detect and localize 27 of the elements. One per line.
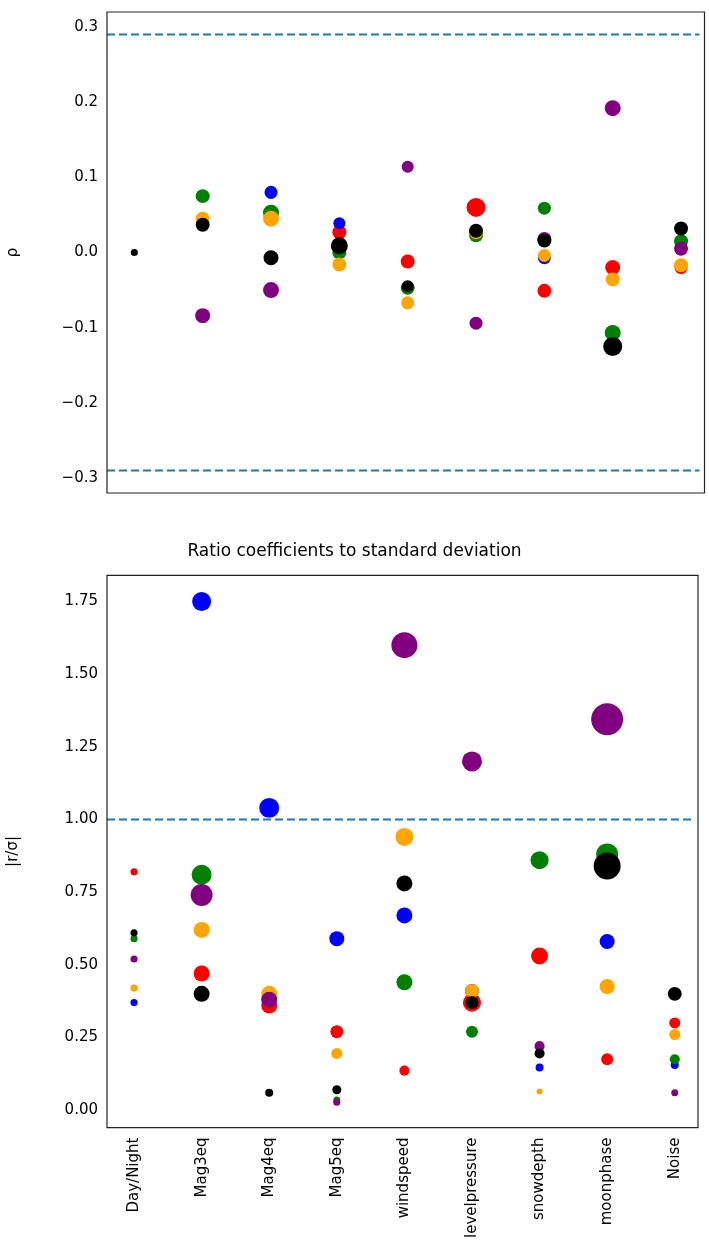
y-tick-label: 0.2 [74, 92, 98, 111]
x-tick-label: Noise [664, 1137, 683, 1180]
x-tick-label: Mag4eq [259, 1137, 278, 1198]
y-tick-label: 0.75 [64, 882, 98, 901]
y-tick-label: 0.50 [64, 954, 98, 973]
x-tick-label: Mag3eq [191, 1137, 210, 1198]
x-tick-label: levelpressure [461, 1137, 480, 1239]
y-tick-label: 1.25 [64, 736, 98, 755]
x-tick-label: windspeed [394, 1137, 413, 1219]
y-tick-label: −0.2 [61, 392, 98, 411]
x-tick-label: snowdepth [529, 1137, 548, 1220]
y-axis-title: |r/σ| [2, 836, 21, 867]
y-tick-label: 1.50 [64, 664, 98, 683]
y-tick-label: −0.1 [61, 317, 98, 336]
y-axis-title: ρ [2, 247, 21, 258]
chart-title: Ratio coefficients to standard deviation [187, 539, 522, 560]
y-tick-label: −0.3 [61, 467, 98, 486]
y-tick-label: 1.00 [64, 809, 98, 828]
y-tick-label: 1.75 [64, 591, 98, 610]
y-tick-label: 0.3 [74, 16, 98, 35]
x-tick-label: Mag5eq [326, 1137, 345, 1198]
y-tick-label: 0.0 [74, 242, 98, 261]
x-tick-label: moonphase [597, 1137, 616, 1226]
x-tick-label: Day/Night [123, 1137, 142, 1213]
y-tick-label: 0.1 [74, 167, 98, 186]
y-tick-label: 0.00 [64, 1100, 98, 1118]
y-tick-label: 0.25 [64, 1027, 98, 1046]
